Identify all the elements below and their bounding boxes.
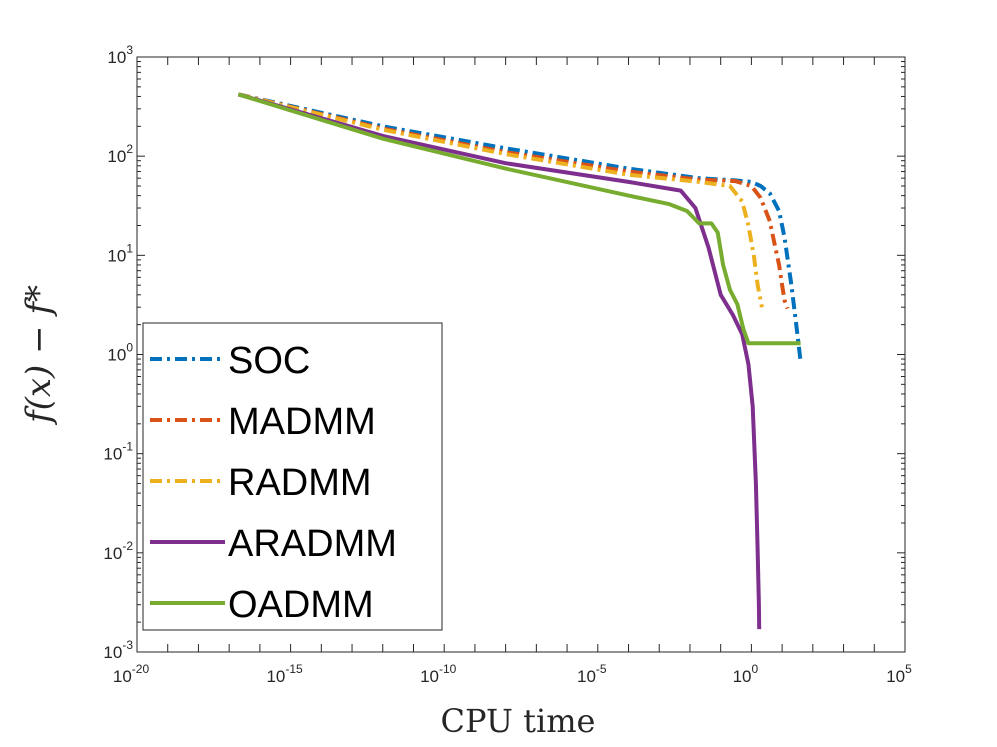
legend-label-madmm: MADMM — [228, 401, 376, 443]
y-axis-label: f(x) − f* — [19, 285, 59, 426]
tick-labels: 10-20 10-15 10-10 10-5 100 105 10-3 10-2 10-1 100… — [103, 43, 912, 686]
x-tick-label: 10-20 — [113, 662, 150, 686]
legend: SOC MADMM RADMM ARADMM OADMM — [142, 322, 443, 631]
x-tick-label: 105 — [886, 662, 912, 686]
axis-ticks — [136, 56, 906, 653]
series-line-madmm — [237, 92, 790, 310]
x-tick-label: 10-5 — [577, 662, 607, 686]
y-tick-label: 103 — [107, 43, 133, 67]
series-line-oadmm — [237, 92, 801, 346]
x-tick-label: 100 — [733, 662, 759, 686]
y-tick-label: 100 — [107, 341, 133, 365]
series-line-aradmm — [237, 92, 762, 630]
series-layer — [237, 92, 803, 630]
y-tick-label: 10-2 — [103, 539, 133, 563]
series-line-soc — [237, 92, 803, 362]
series-line-radmm — [237, 92, 764, 308]
legend-label-oadmm: OADMM — [228, 584, 374, 626]
x-tick-label: 10-15 — [266, 662, 303, 686]
y-tick-label: 10-1 — [103, 440, 133, 464]
legend-label-soc: SOC — [228, 340, 310, 382]
y-tick-label: 102 — [107, 142, 133, 166]
x-tick-label: 10-10 — [420, 662, 457, 686]
legend-label-aradmm: ARADMM — [228, 523, 397, 565]
legend-label-radmm: RADMM — [228, 462, 372, 504]
legend-box — [142, 322, 443, 631]
y-tick-label: 10-3 — [103, 638, 133, 662]
axes-box — [136, 56, 906, 653]
y-tick-label: 101 — [107, 241, 133, 265]
x-axis-label: CPU time — [441, 702, 596, 740]
